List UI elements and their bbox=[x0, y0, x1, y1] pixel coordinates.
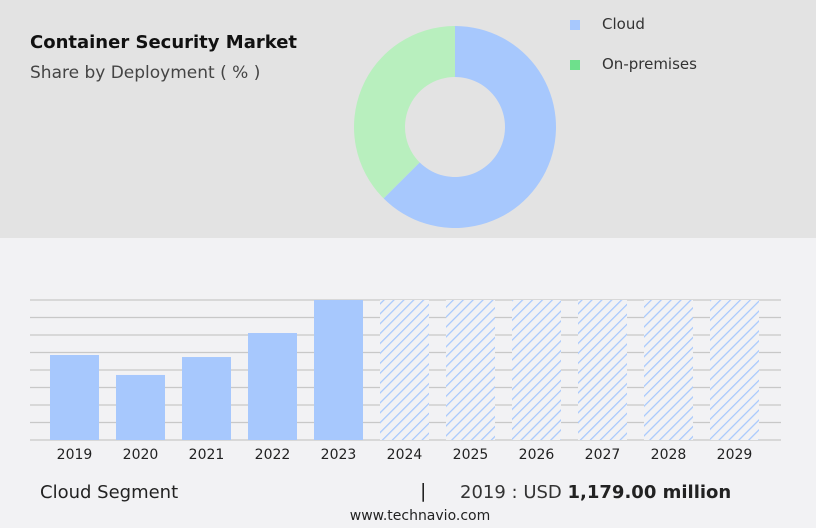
donut-slice-on-premises bbox=[353, 26, 455, 199]
donut-slice-cloud bbox=[383, 26, 556, 228]
x-tick-2023: 2023 bbox=[321, 447, 357, 463]
bar-2022 bbox=[248, 333, 297, 440]
chart-subtitle: Share by Deployment ( % ) bbox=[30, 63, 261, 83]
legend-item-cloud: Cloud bbox=[570, 15, 645, 33]
legend-item-on-premises: On-premises bbox=[570, 55, 697, 73]
forecast-bar-2024 bbox=[380, 300, 429, 440]
bar-2020 bbox=[116, 374, 165, 440]
forecast-bar-2028 bbox=[644, 300, 693, 440]
bars bbox=[50, 300, 759, 440]
site-url: www.technavio.com bbox=[349, 508, 491, 524]
x-tick-2020: 2020 bbox=[123, 447, 159, 463]
legend-swatch-on-premises bbox=[570, 59, 580, 70]
segment-label: Cloud Segment bbox=[40, 482, 179, 503]
x-tick-labels: 2019 2020 2021 2022 2023 2024 2025 2026 2027 2028… bbox=[57, 447, 753, 463]
donut-chart bbox=[353, 26, 556, 228]
x-tick-2027: 2027 bbox=[585, 447, 621, 463]
x-tick-2019: 2019 bbox=[57, 447, 93, 463]
chart-title: Container Security Market bbox=[30, 32, 298, 53]
year-label: 2019 : USD bbox=[460, 482, 562, 503]
x-tick-2026: 2026 bbox=[519, 447, 555, 463]
forecast-bar-2029 bbox=[710, 300, 759, 440]
legend-label: On-premises bbox=[602, 55, 697, 73]
x-tick-2024: 2024 bbox=[387, 447, 423, 463]
forecast-bar-2026 bbox=[512, 300, 561, 440]
x-tick-2028: 2028 bbox=[651, 447, 687, 463]
bar-2019 bbox=[50, 355, 99, 440]
forecast-bar-2027 bbox=[578, 300, 627, 440]
forecast-bar-2025 bbox=[446, 300, 495, 440]
x-tick-2025: 2025 bbox=[453, 447, 489, 463]
bar-2021 bbox=[182, 357, 231, 440]
x-tick-2029: 2029 bbox=[717, 447, 753, 463]
legend-swatch-cloud bbox=[570, 19, 580, 30]
segment-value: 2019 : USD 1,179.00 million bbox=[460, 482, 731, 503]
x-tick-2022: 2022 bbox=[255, 447, 291, 463]
bar-2023 bbox=[314, 300, 363, 440]
legend-label: Cloud bbox=[602, 15, 645, 33]
value-amount: 1,179.00 million bbox=[567, 482, 732, 503]
separator: | bbox=[420, 480, 427, 502]
x-tick-2021: 2021 bbox=[189, 447, 225, 463]
